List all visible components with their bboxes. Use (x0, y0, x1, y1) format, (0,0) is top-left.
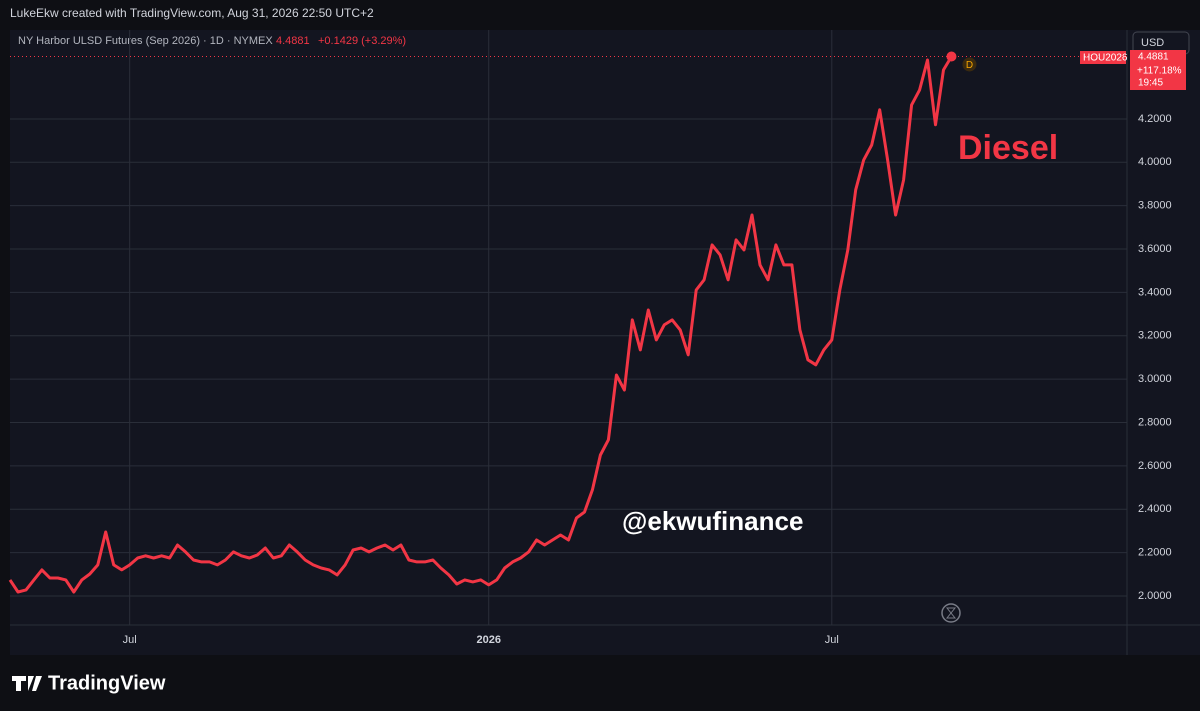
replay-icon[interactable] (941, 603, 961, 623)
interval-badge-bg (962, 57, 977, 72)
price-box (1130, 50, 1186, 90)
price-change: +0.1429 (+3.29%) (318, 35, 406, 47)
symbol-badge (1080, 51, 1126, 64)
symbol: HOU2026 (1083, 53, 1128, 64)
chart-title: NY Harbor ULSD Futures (Sep 2026) · 1D ·… (18, 35, 273, 47)
currency[interactable]: USD (1141, 37, 1164, 49)
annotation: Diesel (958, 129, 1058, 167)
brand-logo (12, 676, 42, 691)
y-tick-label: 3.6000 (1138, 243, 1172, 255)
y-tick-label: 2.2000 (1138, 546, 1172, 558)
y-tick-label: 3.2000 (1138, 330, 1172, 342)
last-point (946, 51, 957, 62)
brand: TradingView (48, 672, 166, 694)
y-tick-label: 4.0000 (1138, 156, 1172, 168)
chart-pane (10, 30, 1200, 655)
annotation: @ekwufinance (622, 506, 803, 536)
y-tick-label: 2.4000 (1138, 503, 1172, 515)
x-tick-label: Jul (825, 634, 839, 646)
y-tick-label: 2.8000 (1138, 416, 1172, 428)
replay-icon-glyph (945, 607, 957, 619)
countdown: 19:45 (1138, 78, 1163, 89)
price-box-value: 4.4881 (1138, 52, 1169, 63)
y-tick-label: 3.0000 (1138, 373, 1172, 385)
y-tick-label: 2.0000 (1138, 590, 1172, 602)
price-box-change: +117.18% (1137, 66, 1182, 77)
y-tick-label: 3.4000 (1138, 286, 1172, 298)
x-tick-label: 2026 (476, 634, 500, 646)
y-tick-label: 4.2000 (1138, 113, 1172, 125)
x-tick-label: Jul (123, 634, 137, 646)
price-line (8, 55, 953, 594)
last-price: 4.4881 (276, 35, 310, 47)
interval-badge: D (966, 60, 973, 71)
credit: LukeEkw created with TradingView.com, Au… (10, 6, 374, 20)
y-tick-label: 3.8000 (1138, 200, 1172, 212)
y-tick-label: 2.6000 (1138, 460, 1172, 472)
